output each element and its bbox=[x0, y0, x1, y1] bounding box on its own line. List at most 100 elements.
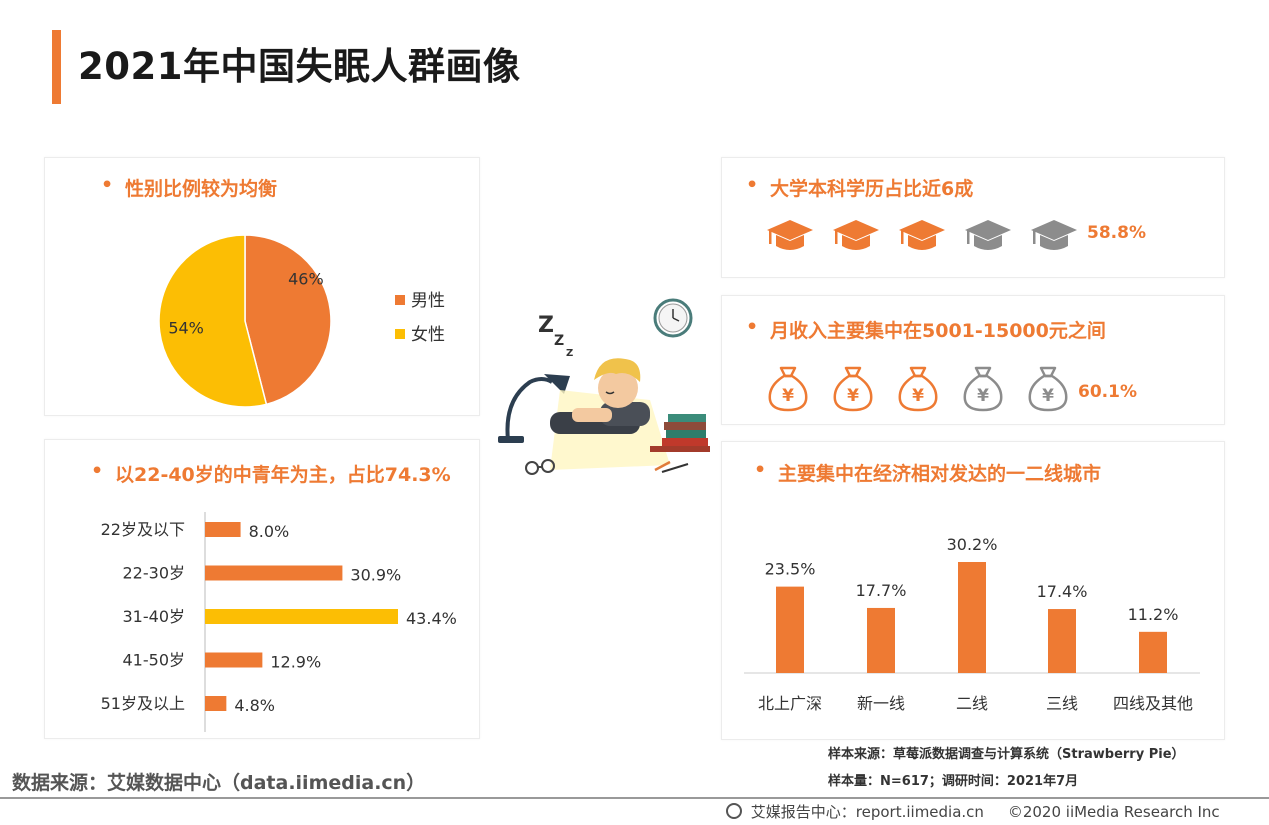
sample-source-note: 样本来源：草莓派数据调查与计算系统（Strawberry Pie） bbox=[828, 747, 1185, 762]
bullet-dot: • bbox=[746, 174, 759, 196]
city-value-label: 11.2% bbox=[1128, 605, 1179, 624]
data-source: 数据来源：艾媒数据中心（data.iimedia.cn） bbox=[12, 772, 426, 794]
city-category-label: 新一线 bbox=[857, 694, 905, 713]
age-category-label: 31-40岁 bbox=[123, 607, 186, 626]
gender-heading: • 性别比例较为均衡 bbox=[101, 174, 278, 201]
gender-pie-chart: 46% 54% bbox=[158, 234, 332, 408]
pie-label-female: 54% bbox=[168, 319, 204, 338]
income-heading: • 月收入主要集中在5001-15000元之间 bbox=[746, 316, 1106, 343]
page-title: 2021年中国失眠人群画像 bbox=[78, 45, 521, 88]
legend-male-swatch bbox=[395, 295, 405, 305]
sleep-z-medium: Z bbox=[554, 333, 564, 349]
footer-divider bbox=[0, 797, 1269, 799]
money-bag-icon: ¥ bbox=[963, 366, 1003, 412]
gender-heading-text: 性别比例较为均衡 bbox=[125, 178, 278, 200]
age-value-label: 12.9% bbox=[270, 653, 321, 672]
legend-female-label: 女性 bbox=[411, 325, 445, 345]
income-panel: • 月收入主要集中在5001-15000元之间 ¥ ¥ ¥ ¥ ¥ 60.1% bbox=[721, 295, 1225, 425]
city-category-label: 二线 bbox=[956, 694, 988, 713]
sleep-z-large: Z bbox=[538, 313, 554, 338]
age-category-label: 51岁及以上 bbox=[101, 694, 185, 713]
legend-male: 男性 bbox=[395, 286, 445, 311]
city-bar-chart: 23.5% 北上广深 17.7% 新一线 30.2% 二线 17.4% 三线 11.2% 四线及其… bbox=[744, 535, 1200, 713]
age-value-label: 30.9% bbox=[350, 566, 401, 585]
graduation-cap-icon bbox=[899, 220, 945, 250]
clock-icon bbox=[653, 298, 693, 338]
income-heading-text: 月收入主要集中在5001-15000元之间 bbox=[770, 320, 1106, 342]
books-stack-icon bbox=[650, 414, 710, 452]
sample-size-note: 样本量：N=617；调研时间：2021年7月 bbox=[828, 774, 1079, 789]
age-category-label: 22-30岁 bbox=[123, 564, 186, 583]
legend-male-label: 男性 bbox=[411, 291, 445, 311]
svg-text:¥: ¥ bbox=[1042, 386, 1054, 406]
legend-female: 女性 bbox=[395, 320, 445, 345]
money-bag-icon: ¥ bbox=[768, 366, 808, 412]
education-panel: • 大学本科学历占比近6成 58.8% bbox=[721, 157, 1225, 278]
sleeping-person-illustration: Z Z Z bbox=[498, 298, 710, 475]
bullet-dot: • bbox=[754, 459, 767, 481]
city-heading-text: 主要集中在经济相对发达的一二线城市 bbox=[778, 463, 1102, 485]
city-bar bbox=[776, 586, 804, 673]
city-bar bbox=[1139, 631, 1167, 673]
graduation-cap-icon bbox=[965, 220, 1011, 250]
bullet-dot: • bbox=[746, 316, 759, 338]
age-value-label: 8.0% bbox=[249, 522, 290, 541]
legend-female-swatch bbox=[395, 329, 405, 339]
glasses-icon bbox=[525, 459, 555, 475]
svg-text:¥: ¥ bbox=[977, 386, 989, 406]
graduation-cap-icon bbox=[1031, 220, 1077, 250]
city-category-label: 四线及其他 bbox=[1113, 694, 1193, 713]
city-category-label: 三线 bbox=[1046, 694, 1078, 713]
age-category-label: 22岁及以下 bbox=[101, 520, 185, 539]
age-bar bbox=[205, 652, 263, 668]
education-heading-text: 大学本科学历占比近6成 bbox=[770, 178, 974, 200]
pie-slice-male bbox=[244, 234, 332, 406]
money-bag-icon: ¥ bbox=[833, 366, 873, 412]
title-accent-bar bbox=[52, 30, 61, 104]
age-category-label: 41-50岁 bbox=[123, 651, 186, 670]
city-value-label: 30.2% bbox=[947, 535, 998, 554]
age-bar bbox=[205, 609, 398, 624]
age-bar-chart: 22岁及以下 8.0% 22-30岁 30.9% 31-40岁 43.4% 41-50岁 12… bbox=[101, 512, 457, 732]
city-bar bbox=[958, 562, 986, 673]
money-bag-icon: ¥ bbox=[1028, 366, 1068, 412]
city-value-label: 17.4% bbox=[1037, 582, 1088, 601]
age-panel: • 以22-40岁的中青年为主，占比74.3% 22岁及以下 8.0% 22-30岁… bbox=[44, 439, 480, 739]
copyright-site: 艾媒报告中心：report.iimedia.cn bbox=[750, 803, 984, 821]
bullet-dot: • bbox=[91, 460, 104, 482]
graduation-cap-icon bbox=[833, 220, 879, 250]
iimedia-logo-icon bbox=[726, 802, 742, 819]
graduation-cap-icon bbox=[767, 220, 813, 250]
city-value-label: 17.7% bbox=[856, 581, 907, 600]
age-heading: • 以22-40岁的中青年为主，占比74.3% bbox=[91, 460, 451, 487]
city-heading: • 主要集中在经济相对发达的一二线城市 bbox=[754, 459, 1102, 486]
desk-lamp-icon bbox=[498, 374, 570, 443]
age-bar bbox=[205, 522, 241, 537]
age-bar bbox=[205, 565, 343, 581]
copyright-text: ©2020 iiMedia Research Inc bbox=[1007, 803, 1220, 821]
bullet-dot: • bbox=[101, 174, 114, 196]
city-bar bbox=[867, 607, 895, 673]
pie-slice-female bbox=[158, 234, 268, 408]
copyright-bar: 艾媒报告中心：report.iimedia.cn ©2020 iiMedia R… bbox=[726, 801, 1220, 822]
education-value: 58.8% bbox=[1087, 223, 1146, 243]
city-category-label: 北上广深 bbox=[758, 694, 822, 713]
sleep-z-small: Z bbox=[566, 348, 573, 359]
pens-icon bbox=[654, 460, 689, 473]
sleeping-person bbox=[550, 358, 650, 434]
svg-text:¥: ¥ bbox=[782, 386, 794, 406]
city-bar bbox=[1048, 609, 1076, 673]
city-panel: • 主要集中在经济相对发达的一二线城市 23.5% 北上广深 17.7% 新一线 30.… bbox=[721, 441, 1225, 740]
age-heading-text: 以22-40岁的中青年为主，占比74.3% bbox=[115, 464, 451, 486]
svg-text:¥: ¥ bbox=[847, 386, 859, 406]
education-heading: • 大学本科学历占比近6成 bbox=[746, 174, 974, 201]
copyright-spacer bbox=[989, 803, 1003, 821]
gender-panel: • 性别比例较为均衡 46% 54% 男性 女性 bbox=[44, 157, 480, 416]
age-value-label: 4.8% bbox=[234, 696, 275, 715]
age-bar bbox=[205, 696, 227, 711]
money-bag-icon: ¥ bbox=[898, 366, 938, 412]
age-value-label: 43.4% bbox=[406, 609, 457, 628]
income-value: 60.1% bbox=[1078, 382, 1137, 402]
svg-text:¥: ¥ bbox=[912, 386, 924, 406]
pie-label-male: 46% bbox=[288, 269, 324, 288]
